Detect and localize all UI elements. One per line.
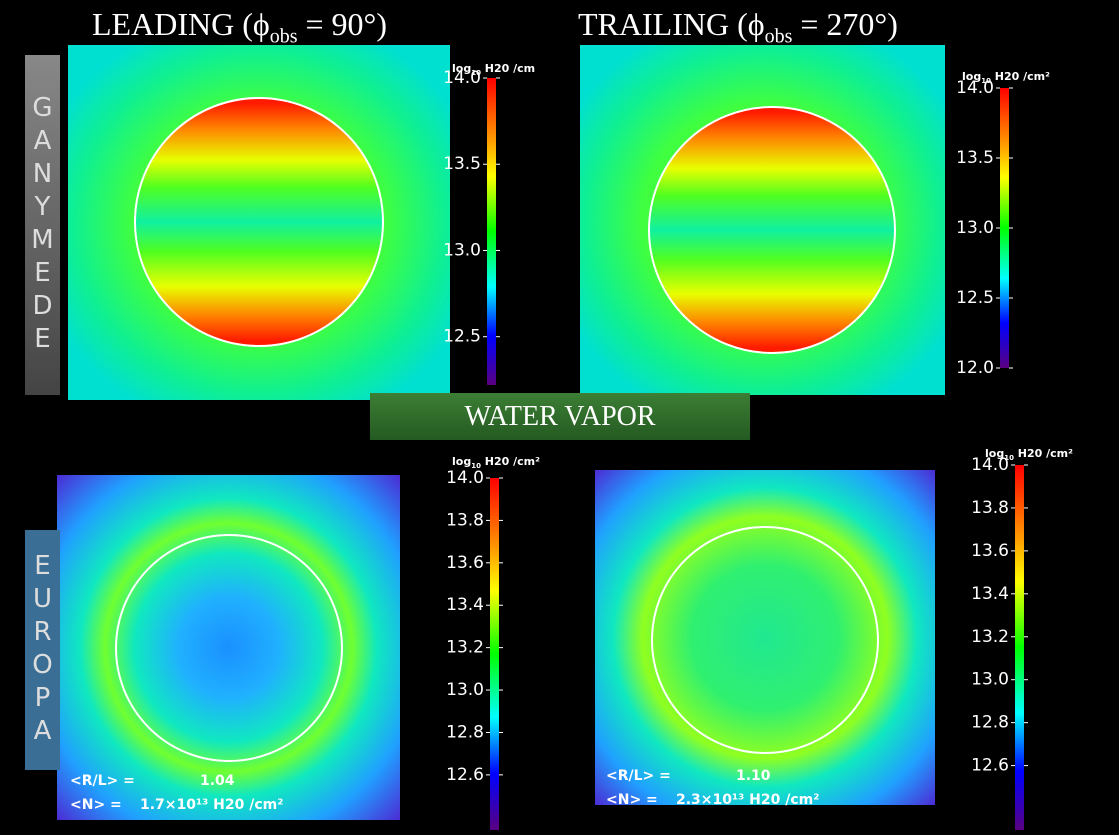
center-label: WATER VAPOR bbox=[370, 393, 750, 440]
annotation: 1.04 bbox=[200, 773, 235, 789]
label-sub: 10 bbox=[981, 77, 991, 86]
colorbar-tick-label: 13.8 bbox=[446, 510, 484, 530]
label-text: H20 /cm bbox=[480, 62, 536, 75]
title-sub: obs bbox=[269, 25, 298, 48]
colorbar-tick-label: 12.5 bbox=[443, 327, 481, 347]
label-sub: 10 bbox=[471, 462, 481, 471]
colorbar-tick-label: 13.0 bbox=[956, 218, 994, 238]
heatmap bbox=[595, 470, 935, 805]
annotation: 1.10 bbox=[736, 768, 771, 784]
colorbar-tick-label: 12.0 bbox=[956, 358, 994, 378]
colorbar-tick-label: 13.0 bbox=[971, 670, 1009, 690]
colorbar-label: log10 H20 /cm bbox=[452, 62, 535, 77]
title-text: = 90°) bbox=[297, 6, 387, 42]
colorbar-tick-label: 13.0 bbox=[443, 240, 481, 260]
colorbar bbox=[1000, 88, 1009, 368]
colorbar-tick-label: 13.6 bbox=[971, 541, 1009, 561]
label-text: log bbox=[452, 62, 472, 75]
colorbar-tick-label: 12.6 bbox=[446, 765, 484, 785]
title-sub: obs bbox=[764, 25, 793, 48]
colorbar-tick-label: 14.0 bbox=[446, 468, 484, 488]
colorbar-tick-label: 13.2 bbox=[446, 638, 484, 658]
colorbar-tick-label: 13.4 bbox=[971, 584, 1009, 604]
colorbar-label: log10 H20 /cm² bbox=[962, 70, 1050, 85]
colorbar-tick-label: 12.8 bbox=[971, 713, 1009, 733]
colorbar-tick-label: 13.2 bbox=[971, 627, 1009, 647]
colorbar-label: log10 H20 /cm² bbox=[452, 455, 540, 470]
disk-outline bbox=[115, 534, 343, 762]
colorbar-tick-label: 12.6 bbox=[971, 756, 1009, 776]
annotation: 1.7×10¹³ H20 /cm² bbox=[140, 797, 284, 813]
heatmap bbox=[57, 475, 400, 820]
annotation: <R/L> = bbox=[606, 768, 671, 784]
heatmap-band bbox=[135, 98, 383, 346]
colorbar bbox=[1015, 465, 1024, 830]
annotation: 2.3×10¹³ H20 /cm² bbox=[676, 792, 820, 808]
annotation: <N> = bbox=[70, 797, 122, 813]
label-text: H20 /cm² bbox=[1013, 447, 1073, 460]
colorbar-tick-label: 13.5 bbox=[956, 148, 994, 168]
colorbar-label: log10 H20 /cm² bbox=[985, 447, 1073, 462]
colorbar-tick-label: 13.8 bbox=[971, 498, 1009, 518]
colorbar-tick-label: 14.0 bbox=[956, 78, 994, 98]
colorbar bbox=[490, 478, 499, 830]
disk-outline bbox=[134, 97, 384, 347]
title-text: LEADING (ϕ bbox=[92, 6, 270, 42]
colorbar-tick-label: 14.0 bbox=[443, 68, 481, 88]
row-label: EUROPA bbox=[25, 530, 60, 770]
row-label: GANYMEDE bbox=[25, 55, 60, 395]
colorbar-tick-label: 13.0 bbox=[446, 680, 484, 700]
disk-outline bbox=[648, 106, 896, 354]
colorbar bbox=[487, 78, 496, 385]
label-text: log bbox=[985, 447, 1005, 460]
column-title: LEADING (ϕobs = 90°) bbox=[92, 6, 387, 48]
column-title: TRAILING (ϕobs = 270°) bbox=[578, 6, 898, 48]
colorbar-tick-label: 12.8 bbox=[446, 722, 484, 742]
label-sub: 10 bbox=[471, 69, 481, 78]
annotation: <R/L> = bbox=[70, 773, 135, 789]
colorbar-tick-label: 13.5 bbox=[443, 154, 481, 174]
colorbar-tick-label: 13.6 bbox=[446, 553, 484, 573]
label-text: log bbox=[962, 70, 982, 83]
colorbar-tick-label: 14.0 bbox=[971, 455, 1009, 475]
title-text: = 270°) bbox=[792, 6, 898, 42]
colorbar-tick-label: 12.5 bbox=[956, 288, 994, 308]
label-text: H20 /cm² bbox=[990, 70, 1050, 83]
label-sub: 10 bbox=[1004, 454, 1014, 463]
label-text: log bbox=[452, 455, 472, 468]
label-text: H20 /cm² bbox=[480, 455, 540, 468]
annotation: <N> = bbox=[606, 792, 658, 808]
disk-outline bbox=[651, 526, 879, 754]
heatmap-band bbox=[649, 107, 895, 353]
colorbar-tick-label: 13.4 bbox=[446, 595, 484, 615]
title-text: TRAILING (ϕ bbox=[578, 6, 765, 42]
